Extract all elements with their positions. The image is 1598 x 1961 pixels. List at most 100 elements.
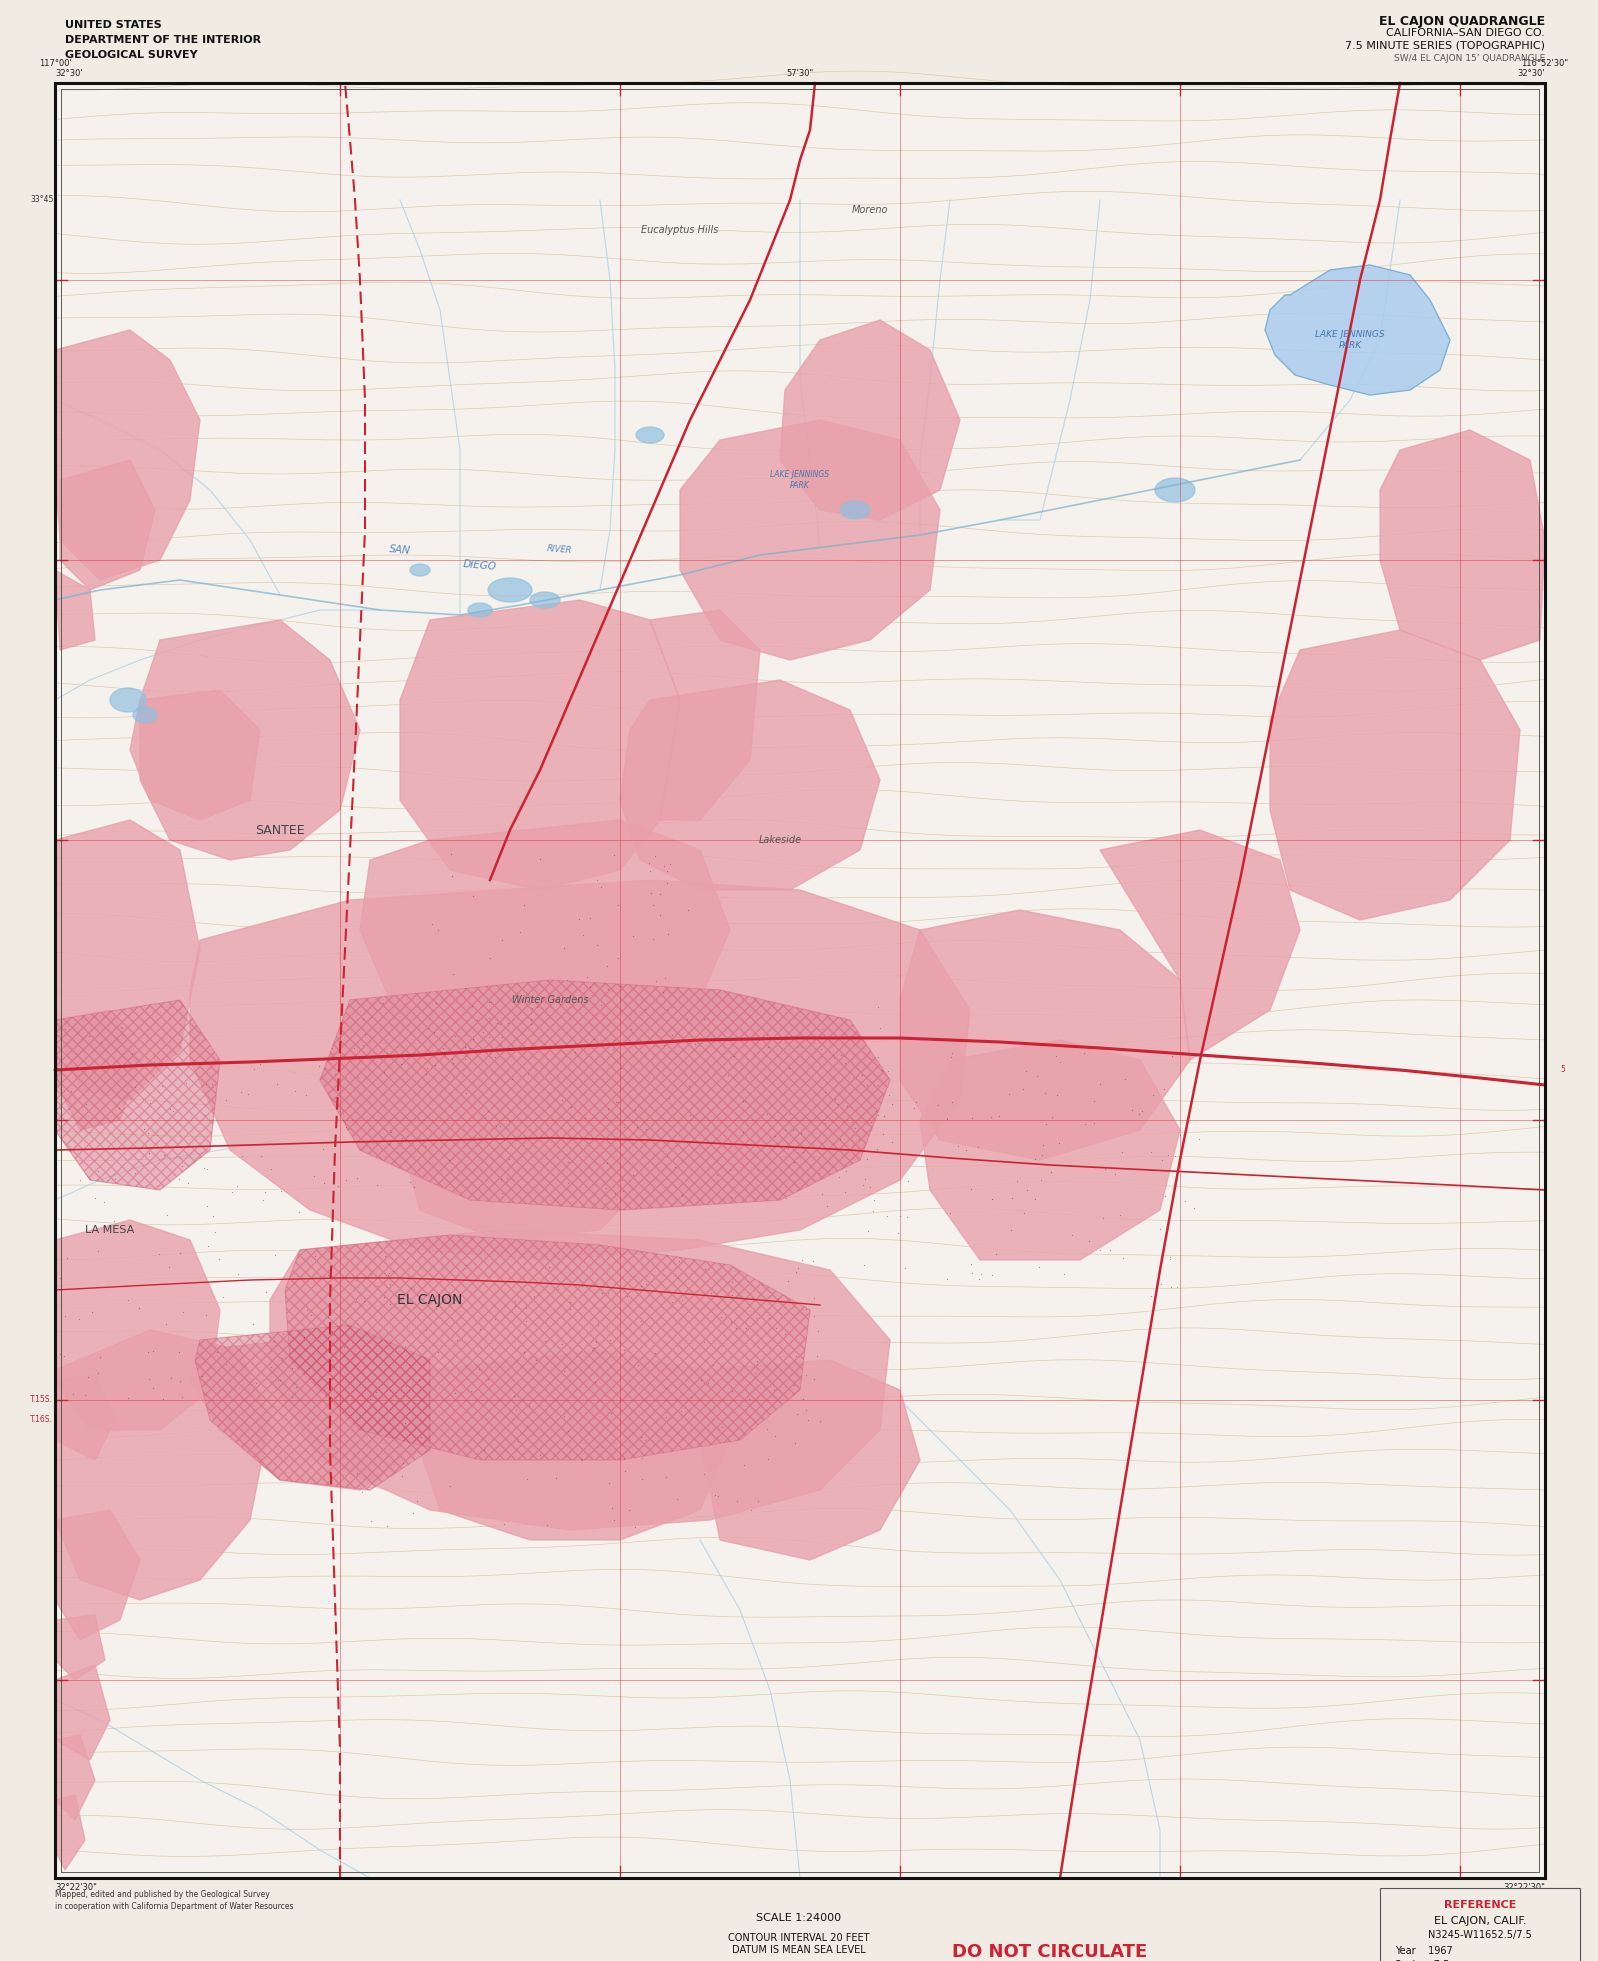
Point: [316, 1259, 342, 1290]
Point: [980, 1184, 1005, 1216]
Point: [141, 1047, 166, 1079]
Point: [757, 1130, 783, 1161]
Point: [294, 1294, 320, 1326]
Point: [566, 904, 591, 935]
Point: [495, 1163, 521, 1194]
Point: [1072, 1108, 1098, 1139]
Point: [53, 1300, 78, 1332]
Point: [609, 1165, 634, 1196]
Point: [756, 1302, 781, 1333]
Point: [773, 1182, 799, 1214]
Point: [775, 1131, 801, 1163]
Point: [398, 1167, 423, 1198]
Point: [452, 973, 478, 1004]
Point: [658, 1286, 684, 1318]
Point: [826, 1124, 852, 1155]
Polygon shape: [133, 708, 157, 724]
Point: [804, 1339, 829, 1371]
Point: [762, 1120, 788, 1151]
Point: [468, 1314, 494, 1345]
Point: [602, 1177, 628, 1208]
Polygon shape: [320, 980, 890, 1210]
Point: [471, 1433, 497, 1465]
Point: [620, 1159, 646, 1190]
Text: 32°30': 32°30': [1518, 69, 1545, 78]
Point: [388, 1124, 414, 1155]
Point: [532, 986, 558, 1018]
Point: [484, 1008, 510, 1039]
Point: [588, 990, 614, 1022]
Point: [783, 1428, 809, 1459]
Point: [74, 1088, 99, 1120]
Text: SAN: SAN: [388, 543, 411, 555]
Point: [377, 1269, 403, 1300]
Polygon shape: [54, 1220, 221, 1430]
Point: [853, 1143, 879, 1175]
Point: [515, 1057, 540, 1088]
Point: [719, 1267, 745, 1298]
Point: [598, 1396, 623, 1428]
Point: [425, 914, 451, 945]
Point: [85, 1155, 110, 1186]
Point: [1155, 1139, 1181, 1171]
Point: [980, 1184, 1005, 1216]
Polygon shape: [141, 620, 360, 861]
Point: [326, 1171, 352, 1202]
Point: [812, 1077, 837, 1108]
Point: [714, 1059, 740, 1090]
Point: [252, 1277, 278, 1308]
Point: [372, 1239, 398, 1271]
Point: [1013, 1175, 1039, 1206]
Text: SW/4 EL CAJON 15’ QUADRANGLE: SW/4 EL CAJON 15’ QUADRANGLE: [1393, 55, 1545, 63]
Point: [157, 1092, 182, 1124]
Point: [654, 1373, 679, 1404]
Point: [1023, 1143, 1048, 1175]
Point: [879, 1088, 904, 1120]
Point: [642, 841, 668, 873]
Point: [601, 1033, 626, 1065]
Point: [633, 1269, 658, 1300]
Point: [193, 1190, 219, 1222]
Point: [647, 879, 673, 910]
Point: [828, 1039, 853, 1071]
Point: [748, 988, 773, 1020]
Point: [200, 1069, 225, 1100]
Text: 5: 5: [1560, 1065, 1564, 1075]
Point: [781, 1147, 807, 1179]
Point: [1109, 1137, 1135, 1169]
Point: [861, 1184, 887, 1216]
Point: [550, 1328, 575, 1359]
Point: [555, 965, 580, 996]
Polygon shape: [841, 500, 869, 520]
Point: [270, 1343, 296, 1375]
Point: [633, 994, 658, 1026]
Point: [406, 1122, 431, 1153]
Polygon shape: [54, 1665, 110, 1761]
Point: [772, 1114, 797, 1145]
Point: [745, 1155, 770, 1186]
Point: [785, 1398, 810, 1430]
Text: 32°22'30": 32°22'30": [54, 1883, 97, 1892]
Point: [986, 1100, 1012, 1131]
Point: [833, 1047, 858, 1079]
Point: [415, 1012, 441, 1043]
Point: [687, 1363, 713, 1394]
Point: [612, 1455, 638, 1486]
Point: [570, 920, 596, 951]
Point: [374, 1037, 400, 1069]
Polygon shape: [360, 820, 730, 1030]
Point: [737, 1383, 762, 1414]
Point: [940, 1086, 965, 1118]
Point: [1111, 1241, 1136, 1273]
Text: EL CAJON QUADRANGLE: EL CAJON QUADRANGLE: [1379, 16, 1545, 27]
Polygon shape: [420, 1349, 730, 1539]
Point: [719, 1279, 745, 1310]
Point: [292, 1079, 318, 1110]
Point: [628, 1441, 654, 1473]
Point: [393, 1371, 419, 1402]
Point: [1024, 1061, 1050, 1092]
Point: [610, 1175, 636, 1206]
Point: [1173, 1184, 1198, 1216]
Point: [978, 1102, 1004, 1133]
Point: [754, 1020, 780, 1051]
